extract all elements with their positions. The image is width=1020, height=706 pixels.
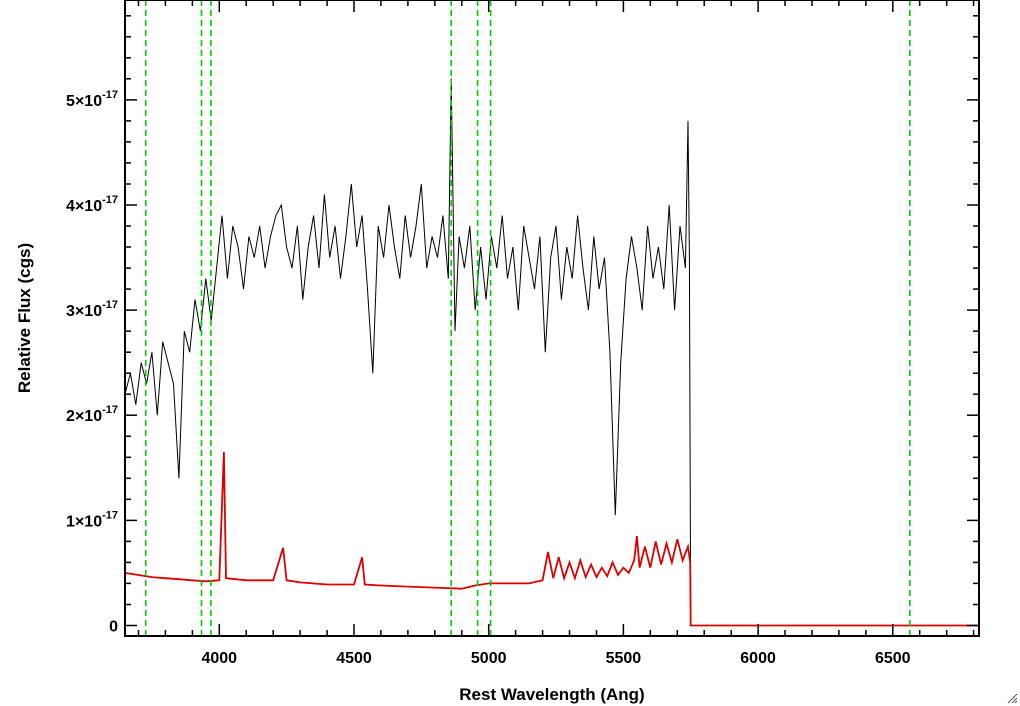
- y-tick-label: 3×10-17: [66, 299, 118, 320]
- plot-frame: [124, 0, 980, 637]
- x-tick-label: 6500: [875, 650, 911, 667]
- y-tick-label: 0: [109, 618, 118, 635]
- resize-grip-icon[interactable]: [1006, 692, 1018, 704]
- y-tick-label: 4×10-17: [66, 194, 118, 215]
- y-tick-label: 5×10-17: [66, 89, 118, 110]
- y-axis-title: Relative Flux (cgs): [15, 243, 34, 393]
- plot-area: [124, 0, 979, 636]
- series-line-flux: [124, 78, 979, 626]
- axis-ticks: [125, 0, 979, 636]
- x-tick-label: 6000: [740, 650, 776, 667]
- y-tick-label: 2×10-17: [66, 404, 118, 425]
- series-line-error: [124, 451, 979, 627]
- x-tick-label: 4500: [336, 650, 372, 667]
- x-tick-label: 5500: [606, 650, 642, 667]
- y-tick-label: 1×10-17: [66, 509, 118, 530]
- tick-labels: 4000 4500 5000 5500 6000 6500 0 1×10-17 2×10-17 3…: [66, 89, 911, 667]
- x-axis-title: Rest Wavelength (Ang): [459, 685, 644, 704]
- x-tick-label: 5000: [471, 650, 507, 667]
- x-tick-label: 4000: [201, 650, 237, 667]
